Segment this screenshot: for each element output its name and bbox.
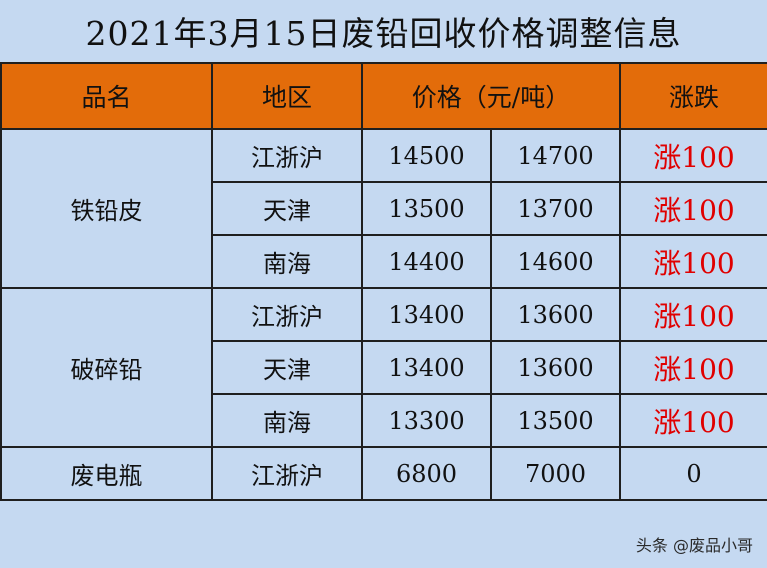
header-change: 涨跌 [619,62,767,130]
header-product: 品名 [0,62,213,130]
table-header-row: 品名 地区 价格（元/吨） 涨跌 [0,62,767,130]
price-high: 13600 [490,287,621,342]
table-row: 废电瓶 江浙沪 6800 7000 0 [0,446,767,501]
region-cell: 江浙沪 [211,446,363,501]
table-row: 天津 13400 13600 涨100 [1,340,767,395]
price-low: 6800 [361,446,492,501]
price-high: 13700 [490,181,621,236]
table-row: 南海 14400 14600 涨100 [1,234,767,289]
price-change: 涨100 [619,340,767,395]
header-price: 价格（元/吨） [361,62,621,130]
product-name: 铁铅皮 [0,128,213,289]
table-row: 破碎铅 江浙沪 13400 13600 涨100 [0,287,767,448]
price-change: 涨100 [619,181,767,236]
price-low: 14500 [361,128,492,183]
region-cell: 江浙沪 [211,287,363,342]
watermark: 头条 @废品小哥 [635,536,753,555]
product-name: 废电瓶 [0,446,213,501]
price-low: 14400 [361,234,492,289]
table-row: 南海 13300 13500 涨100 [1,393,767,448]
price-low: 13300 [361,393,492,448]
region-cell: 天津 [211,340,363,395]
table-row: 天津 13500 13700 涨100 [1,181,767,236]
region-cell: 江浙沪 [211,128,363,183]
price-change: 涨100 [619,128,767,183]
product-name: 破碎铅 [0,287,213,448]
price-change: 涨100 [619,393,767,448]
price-high: 14700 [490,128,621,183]
price-low: 13400 [361,287,492,342]
region-cell: 南海 [211,393,363,448]
region-cell: 南海 [211,234,363,289]
price-low: 13500 [361,181,492,236]
table-row: 铁铅皮 江浙沪 14500 14700 涨100 [0,128,767,289]
price-high: 13500 [490,393,621,448]
price-change: 0 [619,446,767,501]
price-change: 涨100 [619,287,767,342]
region-cell: 天津 [211,181,363,236]
price-high: 14600 [490,234,621,289]
price-table: 品名 地区 价格（元/吨） 涨跌 铁铅皮 江浙沪 14500 14700 涨10… [0,62,767,501]
price-change: 涨100 [619,234,767,289]
header-region: 地区 [211,62,363,130]
price-high: 13600 [490,340,621,395]
price-low: 13400 [361,340,492,395]
price-high: 7000 [490,446,621,501]
page-title: 2021年3月15日废铅回收价格调整信息 [0,0,767,64]
